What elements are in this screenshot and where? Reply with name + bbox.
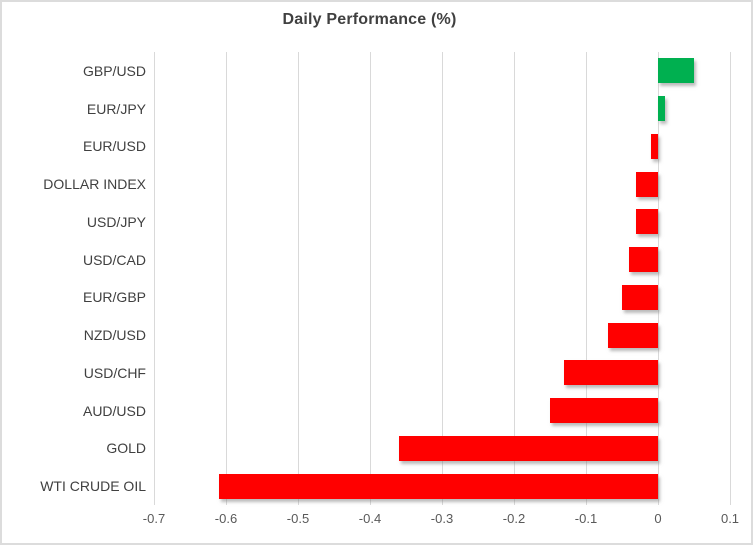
gridline — [514, 52, 515, 505]
x-tick-label: -0.6 — [214, 511, 238, 526]
bar-wti-crude-oil — [218, 473, 658, 499]
category-label: GBP/USD — [82, 62, 146, 79]
x-tick-label: -0.1 — [574, 511, 598, 526]
x-tick-label: -0.2 — [502, 511, 526, 526]
category-label: EUR/USD — [82, 138, 146, 155]
gridline — [730, 52, 731, 505]
bar-eur-jpy — [658, 96, 666, 122]
x-tick-label: -0.3 — [430, 511, 454, 526]
gridline — [154, 52, 155, 505]
gridline — [370, 52, 371, 505]
category-label: USD/CAD — [82, 251, 146, 268]
x-tick-label: 0 — [654, 511, 662, 526]
category-label: EUR/JPY — [86, 100, 146, 117]
bar-usd-cad — [629, 247, 658, 273]
x-axis-tick-labels: -0.7 -0.6 -0.5 -0.4 -0.3 -0.2 -0.1 0 0.1 — [143, 507, 739, 533]
category-label: EUR/GBP — [82, 289, 146, 306]
y-axis-category-labels: GBP/USD EUR/JPY EUR/USD DOLLAR INDEX USD/JPY… — [8, 52, 146, 505]
category-label: USD/CHF — [83, 364, 146, 381]
bar-usd-jpy — [636, 209, 658, 235]
bar-nzd-usd — [607, 322, 658, 348]
bar-usd-chf — [564, 360, 658, 386]
category-label: NZD/USD — [83, 327, 146, 344]
bar-dollar-index — [636, 171, 658, 197]
category-label: AUD/USD — [82, 402, 146, 419]
bar-gbp-usd — [658, 58, 694, 84]
gridline — [226, 52, 227, 505]
gridline — [298, 52, 299, 505]
category-label: WTI CRUDE OIL — [40, 478, 146, 495]
bar-aud-usd — [550, 398, 658, 424]
gridline — [658, 52, 659, 505]
x-tick-label: -0.4 — [358, 511, 382, 526]
bar-eur-usd — [650, 133, 658, 159]
x-tick-label: 0.1 — [720, 511, 740, 526]
x-tick-label: -0.5 — [286, 511, 310, 526]
category-label: USD/JPY — [86, 213, 146, 230]
gridline — [586, 52, 587, 505]
chart-title: Daily Performance (%) — [282, 11, 457, 28]
gridline — [442, 52, 443, 505]
category-label: GOLD — [106, 440, 146, 457]
bar-gold — [398, 435, 658, 461]
x-tick-label: -0.7 — [142, 511, 166, 526]
bar-eur-gbp — [622, 284, 658, 310]
category-label: DOLLAR INDEX — [43, 176, 146, 193]
plot-area — [154, 52, 731, 505]
